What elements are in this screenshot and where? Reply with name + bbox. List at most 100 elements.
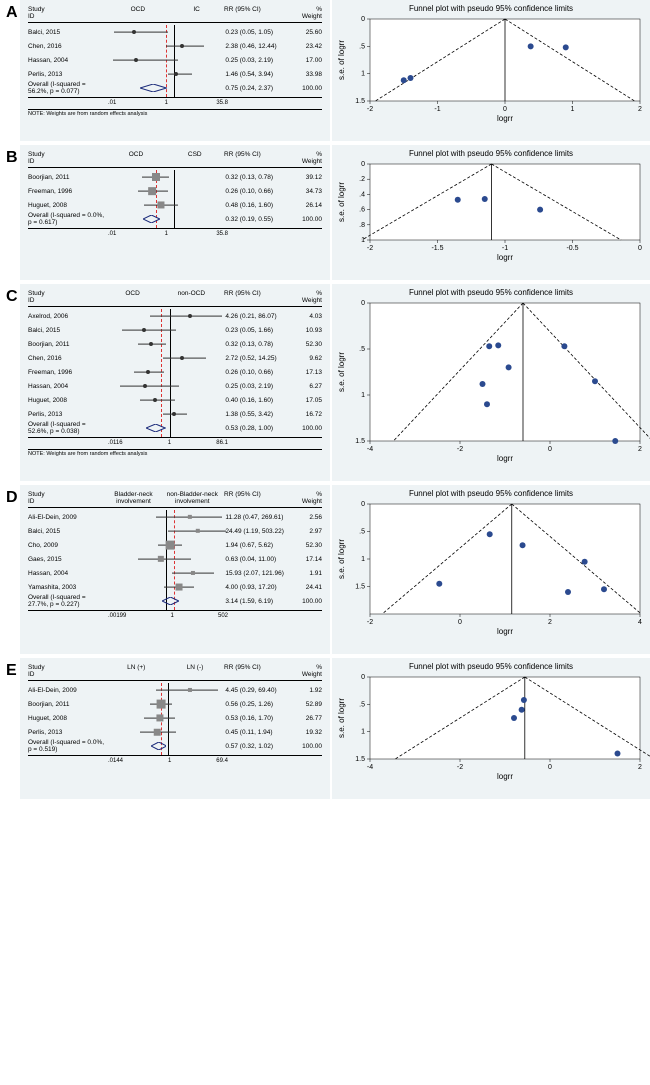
overall-label: Overall (I-squared = 27.7%, p = 0.227): [28, 594, 105, 608]
svg-text:s.e. of logrr: s.e. of logrr: [337, 352, 346, 392]
study-name: Huguet, 2008: [28, 397, 105, 404]
svg-text:2: 2: [638, 106, 642, 113]
col-groups: LN (+)LN (-): [106, 664, 224, 678]
study-row: Huguet, 20080.53 (0.16, 1.70)26.77: [28, 711, 322, 725]
funnel-svg: -20240.511.5logrrs.e. of logrr: [332, 500, 650, 654]
study-name: Chen, 2016: [28, 355, 105, 362]
point-marker: [149, 187, 157, 195]
weight-value: 26.77: [288, 715, 322, 722]
study-name: Boorjian, 2011: [28, 174, 105, 181]
svg-text:1: 1: [361, 237, 365, 244]
svg-text:0: 0: [548, 446, 552, 453]
study-name: Hassan, 2004: [28, 570, 105, 577]
weight-value: 17.00: [288, 57, 322, 64]
study-row: Chen, 20162.72 (0.52, 14.25)9.62: [28, 351, 322, 365]
col-study: StudyID: [28, 491, 106, 505]
svg-text:-0.5: -0.5: [566, 245, 578, 252]
col-rr: RR (95% CI): [224, 6, 288, 20]
plot-area: [108, 323, 228, 337]
svg-text:.5: .5: [359, 701, 365, 708]
study-name: Hassan, 2004: [28, 57, 105, 64]
overall-rr: 0.53 (0.28, 1.00): [225, 425, 288, 432]
funnel-title: Funnel plot with pseudo 95% confidence l…: [332, 485, 650, 500]
panel-C: CStudyIDOCDnon-OCDRR (95% CI)%WeightAxel…: [0, 284, 650, 481]
panel-label: C: [0, 284, 20, 481]
svg-text:-2: -2: [367, 245, 373, 252]
point-marker: [143, 384, 147, 388]
study-name: Gaes, 2015: [28, 556, 105, 563]
point-marker: [188, 688, 192, 692]
svg-text:logrr: logrr: [497, 454, 513, 463]
study-row: Yamashita, 20034.00 (0.93, 17.20)24.41: [28, 580, 322, 594]
col-study: StudyID: [28, 151, 106, 165]
weight-value: 52.89: [288, 701, 322, 708]
study-row: Huguet, 20080.40 (0.16, 1.60)17.05: [28, 393, 322, 407]
svg-text:1: 1: [361, 729, 365, 736]
overall-rr: 0.32 (0.19, 0.55): [225, 216, 288, 223]
overall-wt: 100.00: [288, 85, 322, 92]
group-label: OCD: [125, 290, 139, 304]
svg-text:0: 0: [361, 161, 365, 168]
rr-value: 4.00 (0.93, 17.20): [225, 584, 288, 591]
funnel-svg: -2-10120.511.5logrrs.e. of logrr: [332, 15, 650, 141]
ci-line: [168, 74, 192, 75]
axis-tick: 502: [218, 613, 228, 619]
col-weight: %Weight: [288, 6, 322, 20]
rr-value: 24.49 (1.19, 503.22): [225, 528, 288, 535]
diamond-marker: [140, 84, 166, 92]
weight-value: 34.73: [288, 188, 322, 195]
panel-E: EStudyIDLN (+)LN (-)RR (95% CI)%WeightAl…: [0, 658, 650, 799]
svg-text:4: 4: [638, 619, 642, 626]
plot-area: [108, 198, 228, 212]
funnel-title: Funnel plot with pseudo 95% confidence l…: [332, 284, 650, 299]
rr-value: 0.63 (0.04, 11.00): [225, 556, 288, 563]
weight-value: 2.97: [288, 528, 322, 535]
point-marker: [180, 44, 184, 48]
weight-value: 24.41: [288, 584, 322, 591]
funnel-plot: Funnel plot with pseudo 95% confidence l…: [332, 658, 650, 799]
study-name: Balci, 2015: [28, 29, 105, 36]
point-marker: [191, 571, 195, 575]
col-groups: OCDIC: [106, 6, 224, 20]
svg-text:0: 0: [548, 764, 552, 771]
svg-text:1: 1: [361, 392, 365, 399]
weight-value: 23.42: [288, 43, 322, 50]
weight-value: 39.12: [288, 174, 322, 181]
study-row: Boorjian, 20110.32 (0.13, 0.78)52.30: [28, 337, 322, 351]
svg-text:-2: -2: [457, 764, 463, 771]
svg-text:1.5: 1.5: [355, 584, 365, 591]
overall-rr: 3.14 (1.59, 6.19): [225, 598, 288, 605]
axis-tick: 35.8: [216, 231, 228, 237]
point-marker: [152, 173, 160, 181]
weight-value: 1.91: [288, 570, 322, 577]
weight-value: 16.72: [288, 411, 322, 418]
col-rr: RR (95% CI): [224, 664, 288, 678]
rr-value: 0.45 (0.11, 1.94): [225, 729, 288, 736]
weight-value: 2.56: [288, 514, 322, 521]
study-row: Cho, 20091.94 (0.67, 5.62)52.30: [28, 538, 322, 552]
forest-plot: StudyIDBladder-neck involvementnon-Bladd…: [20, 485, 330, 654]
x-axis: .0144169.4: [108, 758, 228, 764]
plot-area: [108, 365, 228, 379]
forest-body: Balci, 20150.23 (0.05, 1.05)25.60Chen, 2…: [28, 25, 322, 98]
weight-value: 26.14: [288, 202, 322, 209]
study-name: Freeman, 1996: [28, 369, 105, 376]
ci-line: [113, 60, 178, 61]
rr-value: 0.53 (0.16, 1.70): [225, 715, 288, 722]
svg-text:-2: -2: [457, 446, 463, 453]
col-weight: %Weight: [288, 151, 322, 165]
svg-text:-1: -1: [434, 106, 440, 113]
funnel-title: Funnel plot with pseudo 95% confidence l…: [332, 145, 650, 160]
weight-value: 4.03: [288, 313, 322, 320]
forest-header: StudyIDLN (+)LN (-)RR (95% CI)%Weight: [28, 664, 322, 681]
weight-value: 17.13: [288, 369, 322, 376]
study-row: Perlis, 20131.38 (0.55, 3.42)16.72: [28, 407, 322, 421]
diamond-marker: [151, 742, 167, 750]
svg-text:0: 0: [458, 619, 462, 626]
axis-tick: 35.8: [216, 100, 228, 106]
study-name: Boorjian, 2011: [28, 341, 105, 348]
point-marker: [153, 398, 157, 402]
group-label: non-OCD: [178, 290, 205, 304]
overall-label: Overall (I-squared = 0.0%, p = 0.617): [28, 212, 105, 226]
rr-value: 0.23 (0.05, 1.66): [225, 327, 288, 334]
